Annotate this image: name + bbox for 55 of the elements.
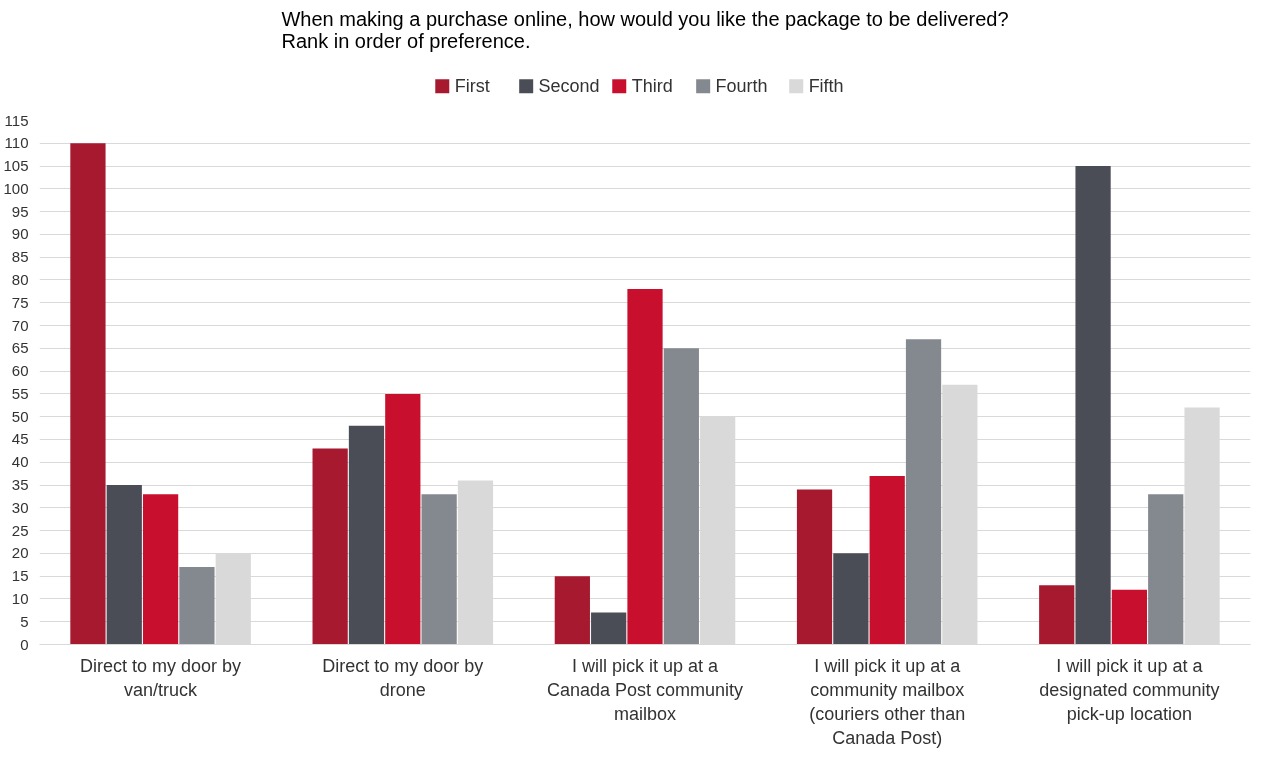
x-tick-label: I will pick it up at a community mailbox (couriers other than Canada Post) — [809, 655, 966, 748]
y-tick-label: 25 — [11, 521, 29, 539]
y-tick-label: 65 — [11, 339, 29, 357]
y-tick-label: 75 — [11, 293, 29, 311]
bar — [70, 143, 106, 645]
bar — [869, 475, 905, 645]
y-tick-label: 60 — [11, 362, 29, 380]
bar — [833, 553, 869, 645]
y-tick-label: 15 — [11, 567, 29, 585]
y-tick-label: 40 — [11, 453, 29, 471]
legend-label: Fifth — [808, 76, 844, 97]
y-tick-label: 35 — [11, 476, 29, 494]
bar — [106, 485, 142, 645]
legend-label: Third — [631, 76, 673, 97]
x-tick-label: Direct to my door by van/truck — [80, 655, 242, 700]
bar — [385, 393, 421, 645]
legend-label: Fourth — [715, 76, 768, 97]
y-tick-label: 0 — [20, 635, 29, 653]
y-tick-label: 30 — [11, 498, 29, 516]
y-tick-label: 80 — [11, 270, 29, 288]
y-tick-label: 70 — [11, 316, 29, 334]
bar — [905, 339, 942, 645]
chart-title: When making a purchase online, how would you like the package to be delivered? Rank in order of preference. — [281, 7, 1009, 52]
y-tick-label: 105 — [3, 157, 29, 175]
bar — [1075, 166, 1111, 645]
bar — [1039, 585, 1075, 645]
bar — [142, 494, 179, 645]
y-tick-label: 115 — [4, 111, 29, 129]
y-tick-label: 10 — [11, 589, 29, 607]
bar — [663, 348, 699, 645]
bar — [348, 425, 385, 645]
bar — [796, 489, 833, 645]
bar — [312, 448, 348, 645]
bar — [179, 567, 215, 645]
bar — [591, 612, 627, 645]
bar — [1148, 494, 1184, 645]
y-tick-label: 85 — [11, 248, 29, 266]
legend-label: First — [454, 76, 490, 97]
bar — [554, 576, 590, 645]
y-tick-label: 110 — [4, 134, 29, 152]
y-tick-label: 50 — [11, 407, 29, 425]
legend-label: Second — [538, 76, 600, 97]
x-tick-label: I will pick it up at a designated community pick-up location — [1039, 655, 1220, 724]
y-tick-label: 55 — [11, 384, 29, 402]
y-tick-label: 90 — [11, 225, 29, 243]
y-tick-label: 45 — [11, 430, 29, 448]
y-tick-label: 95 — [11, 202, 29, 220]
y-tick-label: 100 — [3, 179, 29, 197]
x-tick-label: Direct to my door by drone — [322, 655, 484, 700]
y-tick-label: 5 — [20, 612, 29, 630]
bar — [1111, 589, 1148, 645]
x-tick-label: I will pick it up at a Canada Post community mailbox — [546, 655, 744, 724]
bar — [627, 289, 663, 645]
bar — [421, 494, 457, 645]
y-tick-label: 20 — [11, 544, 29, 562]
